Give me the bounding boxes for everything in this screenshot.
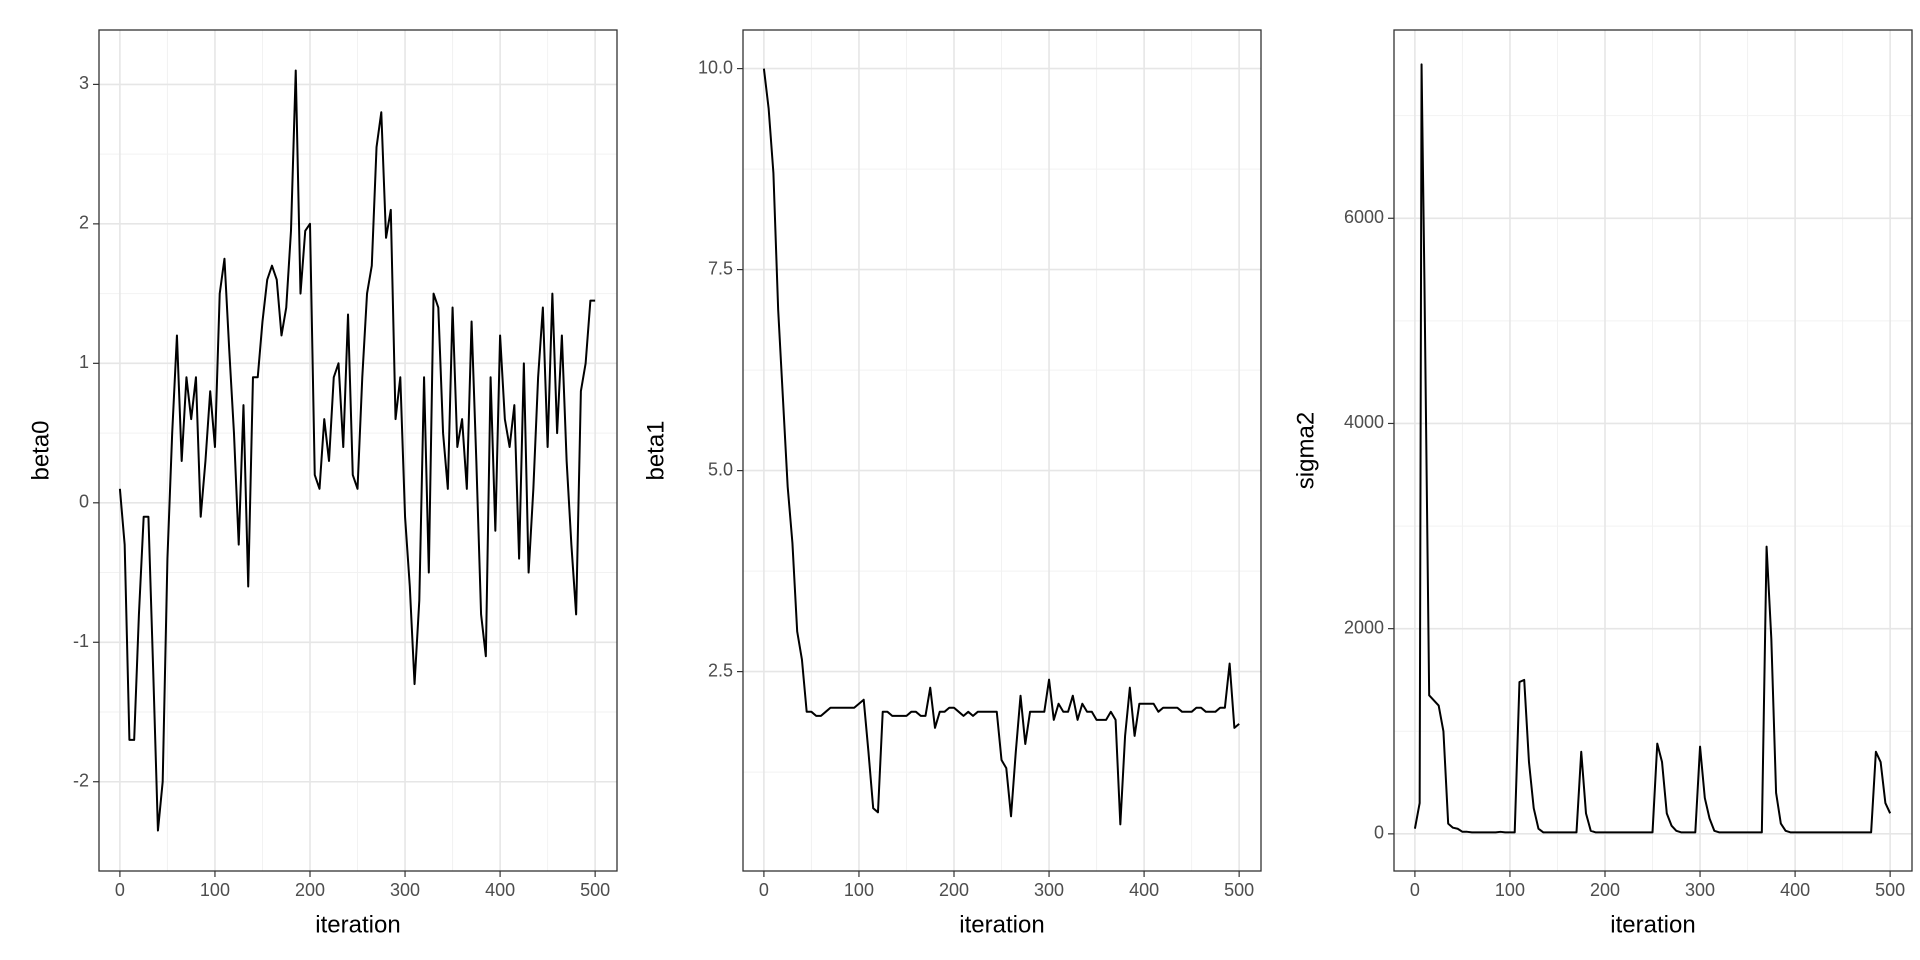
trace-line bbox=[1413, 63, 1892, 834]
x-tick-label: 400 bbox=[485, 880, 515, 900]
y-tick-label: 5.0 bbox=[708, 459, 733, 479]
x-tick-label: 0 bbox=[115, 880, 125, 900]
x-tick-label: 300 bbox=[1685, 880, 1715, 900]
x-tick-label: 400 bbox=[1129, 880, 1159, 900]
panel-border bbox=[1393, 29, 1913, 872]
y-axis-title: sigma2 bbox=[1292, 412, 1319, 489]
x-tick-label: 0 bbox=[759, 880, 769, 900]
y-axis-title: beta1 bbox=[642, 420, 669, 480]
y-tick-label: 1 bbox=[79, 352, 89, 372]
x-tick-label: 100 bbox=[200, 880, 230, 900]
y-tick-label: -2 bbox=[73, 770, 89, 790]
x-tick-label: 500 bbox=[580, 880, 610, 900]
x-axis-title: iteration bbox=[1610, 911, 1695, 938]
y-tick-label: 2000 bbox=[1344, 617, 1384, 637]
panel-border bbox=[98, 29, 618, 872]
x-tick-label: 0 bbox=[1410, 880, 1420, 900]
trace-line bbox=[762, 68, 1240, 826]
y-tick-label: 6000 bbox=[1344, 207, 1384, 227]
y-tick-label: 0 bbox=[79, 492, 89, 512]
x-tick-label: 500 bbox=[1875, 880, 1905, 900]
x-tick-label: 500 bbox=[1224, 880, 1254, 900]
y-tick-label: -1 bbox=[73, 631, 89, 651]
trace-line bbox=[118, 69, 596, 832]
y-tick-label: 4000 bbox=[1344, 412, 1384, 432]
x-tick-label: 300 bbox=[390, 880, 420, 900]
y-tick-label: 7.5 bbox=[708, 258, 733, 278]
x-tick-label: 100 bbox=[1495, 880, 1525, 900]
x-tick-label: 300 bbox=[1034, 880, 1064, 900]
y-tick-label: 0 bbox=[1374, 823, 1384, 843]
x-axis-title: iteration bbox=[315, 911, 400, 938]
x-tick-label: 200 bbox=[295, 880, 325, 900]
y-tick-label: 10.0 bbox=[698, 57, 733, 77]
x-tick-label: 200 bbox=[939, 880, 969, 900]
x-tick-label: 200 bbox=[1590, 880, 1620, 900]
y-tick-label: 2.5 bbox=[708, 660, 733, 680]
x-axis-title: iteration bbox=[959, 911, 1044, 938]
y-tick-label: 2 bbox=[79, 213, 89, 233]
y-tick-label: 3 bbox=[79, 73, 89, 93]
y-axis-title: beta0 bbox=[27, 420, 54, 480]
x-tick-label: 100 bbox=[844, 880, 874, 900]
x-tick-label: 400 bbox=[1780, 880, 1810, 900]
panel-border bbox=[742, 29, 1262, 872]
